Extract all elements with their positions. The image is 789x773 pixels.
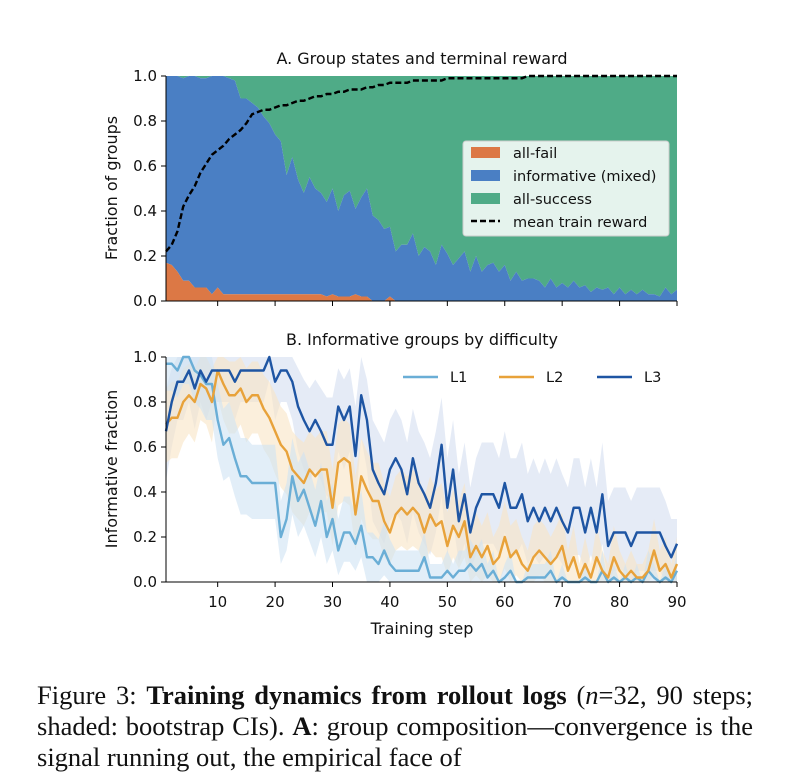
area-all-fail: [166, 262, 677, 301]
panel-a-y-tick-label: 1.0: [133, 67, 157, 85]
panel-b-x-tick-label: 70: [553, 593, 572, 611]
figure-canvas: A. Group states and terminal reward 0.00…: [102, 49, 687, 638]
panel-b-y-tick-label: 0.2: [133, 528, 157, 546]
panel-b-title: B. Informative groups by difficulty: [286, 330, 558, 349]
panel-a-y-tick-label: 0.2: [133, 247, 157, 265]
legend-swatch-all-fail: [471, 147, 500, 158]
panel-b-ylabel: Informative fraction: [102, 390, 121, 549]
panel-b-y-tick-label: 0.0: [133, 573, 157, 591]
panel-b-y-tick-label: 1.0: [133, 348, 157, 366]
panel-b-y-tick-label: 0.8: [133, 393, 157, 411]
caption-fig-label: Figure 3:: [37, 680, 137, 710]
panel-a-ylabel: Fraction of groups: [102, 116, 121, 260]
legend-label-all-fail: all-fail: [513, 146, 557, 162]
line-l3: [164, 355, 679, 559]
panel-b-y-tick-label: 0.4: [133, 483, 157, 501]
panel-a-y-tick-label: 0.0: [133, 292, 157, 310]
panel-a-title: A. Group states and terminal reward: [276, 49, 567, 68]
legend-frame: [462, 140, 670, 237]
panel-b-x-tick-label: 40: [380, 593, 399, 611]
caption-panel-a-label: A: [292, 711, 312, 741]
panel-b-x-tick-label: 80: [610, 593, 629, 611]
panel-b-axes: 0.0 0.2 0.4 0.6 0.8 1.0 10 20 30 40 50 60 70 80 90: [133, 348, 686, 611]
panel-b-x-tick-label: 20: [266, 593, 285, 611]
panel-b-y-tick-label: 0.6: [133, 438, 157, 456]
panel-a-y-tick-label: 0.6: [133, 157, 157, 175]
panel-b-x-tick-label: 10: [208, 593, 227, 611]
panel-b-x-tick-label: 60: [495, 593, 514, 611]
caption-bold-title: Training dynamics from rollout logs: [146, 680, 567, 710]
legend-label-l1: L1: [450, 370, 467, 386]
legend-label-informative: informative (mixed): [513, 169, 656, 185]
caption-n-var: n: [585, 680, 599, 710]
panel-b-x-tick-label: 90: [667, 593, 686, 611]
caption-stats: =32, 90 steps; shaded: bootstrap CIs).: [37, 680, 753, 741]
line-l2: [165, 369, 679, 579]
legend-swatch-informative: [471, 170, 500, 181]
legend-label-mean-reward: mean train reward: [513, 215, 647, 231]
band-l3: [166, 357, 677, 582]
area-all-success: [166, 76, 677, 297]
panel-a-axes: 0.0 0.2 0.4 0.6 0.8 1.0: [133, 67, 678, 310]
band-l1: [166, 357, 677, 582]
caption-stats-open: (: [576, 680, 586, 710]
legend-label-all-success: all-success: [513, 192, 592, 208]
legend-label-l2: L2: [546, 370, 563, 386]
panel-a-reward-line: [165, 74, 677, 253]
legend-swatch-all-success: [471, 193, 500, 204]
area-informative: [166, 76, 677, 301]
figure-caption: Figure 3: Training dynamics from rollout…: [37, 680, 753, 773]
panel-b-x-tick-label: 50: [438, 593, 457, 611]
panel-a-y-tick-label: 0.4: [133, 202, 157, 220]
legend-label-l3: L3: [644, 370, 661, 386]
panel-b-x-tick-label: 30: [323, 593, 342, 611]
panel-a: A. Group states and terminal reward 0.00…: [102, 49, 678, 310]
panel-a-areas: [166, 76, 677, 301]
panel-a-y-tick-label: 0.8: [133, 112, 157, 130]
panel-b-xlabel: Training step: [370, 619, 474, 638]
panel-b: B. Informative groups by difficulty 0.00…: [102, 330, 687, 638]
panel-a-legend: all-fail informative (mixed) all-success…: [462, 140, 670, 237]
panel-b-legend: L1 L2 L3: [403, 370, 661, 386]
line-mean-train-reward: [165, 74, 677, 253]
